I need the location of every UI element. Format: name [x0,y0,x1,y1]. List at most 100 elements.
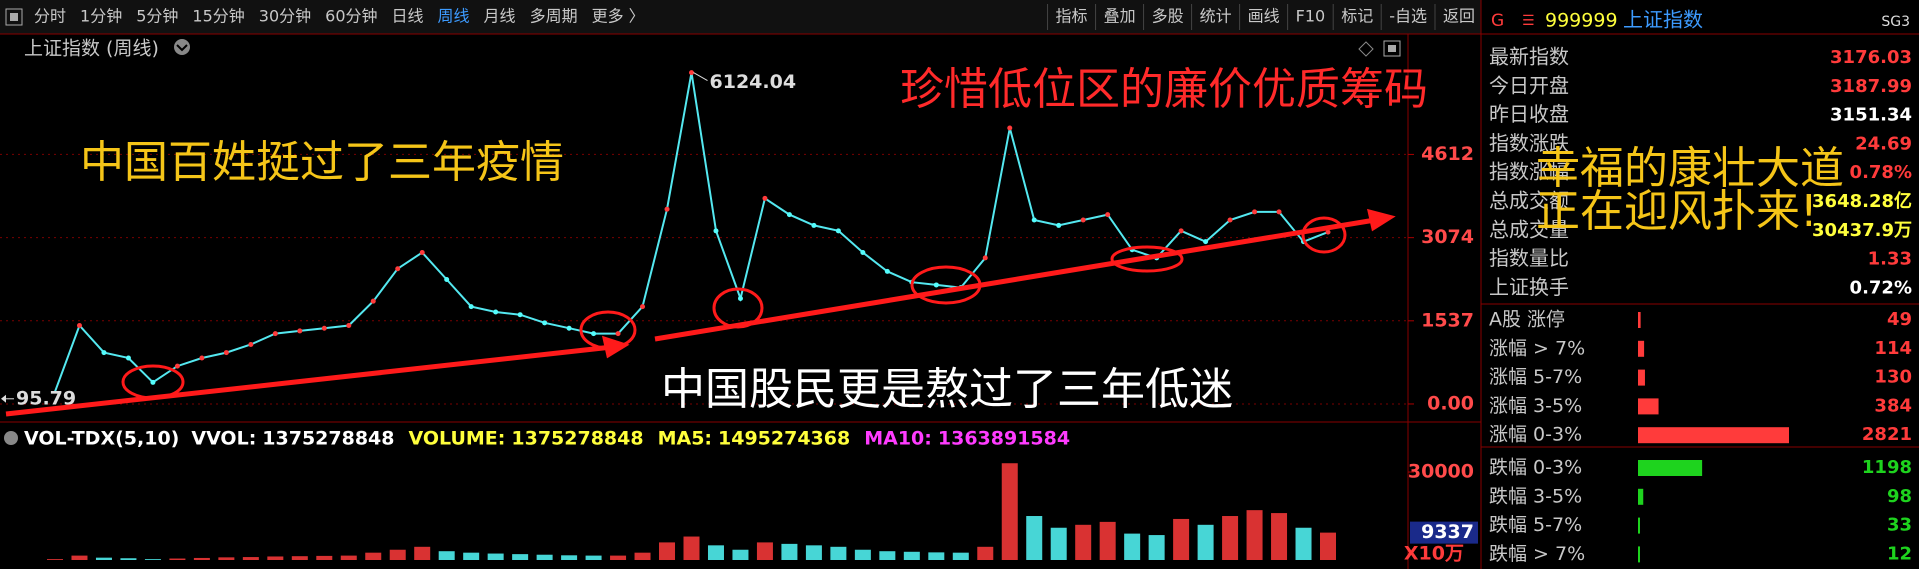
menu-icon-inner [10,13,18,21]
price-point [640,304,646,310]
price-point [150,379,156,385]
quote-label: 昨日收盘 [1489,102,1569,126]
price-point [370,298,376,304]
arrow-head [601,335,630,359]
stock-code: 999999 [1545,10,1618,32]
quote-label: 上证换手 [1489,275,1569,299]
quote-label: 指数涨跌 [1489,131,1569,155]
volume-unit: X10万 [1404,543,1464,565]
breadth-value: 12 [1887,543,1912,564]
price-point [860,249,866,255]
price-point [713,228,719,234]
volume-bar [463,552,480,560]
breadth-label: A股 涨停 [1489,309,1565,331]
timeframe-tab[interactable]: 月线 [484,7,516,26]
toolbar-button[interactable]: 指标 [1056,7,1088,26]
quote-label: 指数量比 [1489,246,1569,270]
timeframe-tab[interactable]: 更多 〉 [592,7,645,26]
price-point [566,325,572,331]
price-point [689,70,694,76]
toolbar-button[interactable]: 画线 [1248,7,1280,26]
price-point [786,212,792,218]
timeframe-tab[interactable]: 30分钟 [259,7,311,26]
volume-bar [365,552,382,560]
price-point [884,268,890,274]
price-point [517,312,523,318]
breadth-label: 跌幅 3-5% [1489,485,1582,507]
trend-arrow [5,344,613,417]
volume-bar [756,542,773,560]
timeframe-tab[interactable]: 60分钟 [325,7,377,26]
current-volume-box [1410,521,1478,544]
price-point [76,323,82,329]
breadth-value: 49 [1887,309,1912,330]
toolbar-button[interactable]: 多股 [1152,7,1184,26]
price-point [223,350,229,356]
menu-glyph: ☰ [1522,13,1535,29]
quote-value: 3151.34 [1830,105,1912,126]
price-point [591,331,597,337]
price-point [444,277,450,283]
stock-name: 上证指数 [1623,8,1703,32]
highlight-circle [1301,216,1347,254]
breadth-label: 涨幅 > 7% [1489,337,1585,359]
price-point [542,320,548,326]
menu-icon[interactable] [5,8,23,26]
diamond-icon[interactable] [1358,41,1374,57]
volume-bar [781,543,798,560]
indicator-value: 1375278848 [262,428,394,450]
volume-bar [414,546,431,560]
timeframe-tab[interactable]: 分时 [34,7,66,26]
volume-bar [536,554,553,560]
overlay-shapes [5,208,1396,417]
vol-dropdown[interactable] [4,431,18,445]
overlay-caption: 幸福的康壮大道 [1536,143,1844,194]
quote-value: 0.78% [1850,162,1912,183]
volume-bar [659,542,676,560]
window-icon[interactable] [1383,40,1401,57]
dropdown-chevron [176,44,188,52]
max-leader [693,72,708,82]
price-point [933,282,939,288]
indicator-value: 1375278848 [511,428,643,450]
breadth-bar [1638,517,1640,534]
title-dropdown[interactable] [174,39,190,55]
price-point [1325,229,1331,235]
volume-bar [95,557,112,560]
toolbar-button[interactable]: F10 [1296,7,1326,26]
toolbar-button[interactable]: 返回 [1443,7,1475,26]
volume-bar [1197,524,1214,560]
volume-bar [952,552,969,560]
volume-bar [389,549,406,560]
timeframe-tab[interactable]: 多周期 [530,7,578,26]
toolbar-button[interactable]: -自选 [1389,7,1427,26]
price-point [493,309,499,315]
breadth-value: 130 [1874,367,1912,388]
breadth-label: 涨幅 0-3% [1489,424,1582,446]
volume-bar [1320,532,1336,560]
timeframe-tab[interactable]: 日线 [392,7,424,26]
volume-bar [977,546,994,560]
toolbar-bg [0,0,1481,34]
volume-bar [1075,524,1092,560]
timeframe-tab[interactable]: 周线 [438,7,470,26]
toolbar-button[interactable]: 统计 [1200,7,1232,26]
price-point [1056,222,1062,228]
arrow-head [1367,208,1396,232]
y-tick-label: 0.00 [1427,392,1474,414]
toolbar-button[interactable]: 叠加 [1104,7,1136,26]
volume-bar [805,545,822,560]
timeframe-tab[interactable]: 5分钟 [136,7,178,26]
y-tick-label: 1537 [1421,309,1474,331]
toolbar-button[interactable]: 标记 [1341,7,1373,26]
volume-bar [1271,513,1288,560]
indicator-label: MA10: [864,428,932,450]
y-tick-label: 4612 [1421,143,1474,165]
timeframe-tab[interactable]: 1分钟 [80,7,122,26]
volume-bar [193,557,210,560]
timeframe-tab[interactable]: 15分钟 [192,7,244,26]
trend-arrow [654,217,1376,342]
window-icon-inner [1388,45,1396,52]
